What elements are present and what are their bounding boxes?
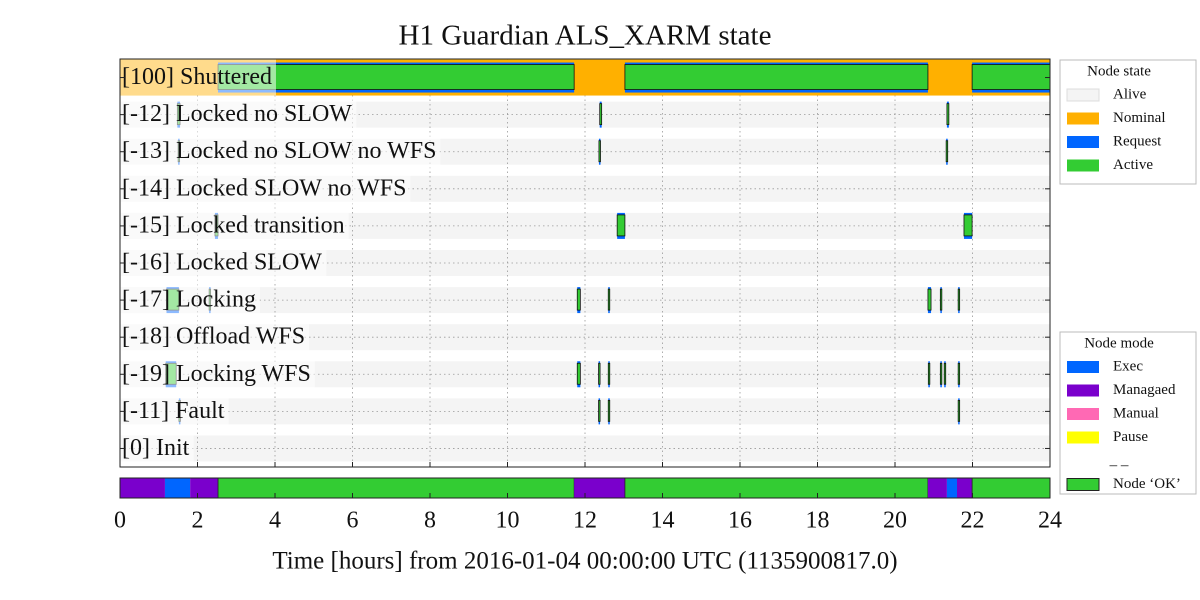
legend-swatch <box>1067 159 1099 172</box>
active-bar <box>943 362 947 385</box>
active-bar <box>927 362 931 385</box>
chart-title: H1 Guardian ALS_XARM state <box>399 20 772 52</box>
row-label: [-11] Fault <box>122 398 225 424</box>
x-tick-label: 2 <box>192 508 204 534</box>
active-bar <box>957 399 961 422</box>
row-label: [0] Init <box>122 435 190 461</box>
x-tick-label: 20 <box>883 508 907 534</box>
active-bar <box>576 362 581 385</box>
legend-label: Node ‘OK’ <box>1113 476 1181 492</box>
active-bar <box>598 140 601 163</box>
active-bar <box>607 288 611 311</box>
x-tick-label: 4 <box>269 508 281 534</box>
legend-swatch <box>1067 361 1099 373</box>
x-tick-label: 6 <box>347 508 359 534</box>
active-bar <box>957 288 961 311</box>
active-bar <box>939 362 943 385</box>
label-background <box>120 393 229 430</box>
mode-segment <box>190 478 219 498</box>
label-background <box>120 170 411 207</box>
row-label: [-19] Locking WFS <box>122 361 311 387</box>
row-label: [-12] Locked no SLOW <box>122 101 352 127</box>
x-tick-label: 18 <box>806 508 830 534</box>
active-bar <box>957 362 961 385</box>
mode-segment <box>624 477 929 499</box>
x-tick-label: 22 <box>961 508 985 534</box>
row-label: [-17] Locking <box>122 287 256 313</box>
x-tick-label: 10 <box>496 508 520 534</box>
x-tick-label: 14 <box>651 508 675 534</box>
legend-label: Active <box>1113 157 1153 173</box>
legend-label: Managaed <box>1113 382 1176 398</box>
legend-title: Node mode <box>1084 335 1154 351</box>
row-label: [-16] Locked SLOW <box>122 250 322 276</box>
legend-swatch <box>1066 88 1100 102</box>
label-background <box>120 207 349 244</box>
mode-segment <box>927 478 947 498</box>
legend-swatch <box>1067 384 1099 397</box>
active-bar <box>598 362 601 385</box>
legend-swatch <box>1067 112 1099 125</box>
x-axis-label: Time [hours] from 2016-01-04 00:00:00 UT… <box>272 548 897 575</box>
x-tick-label: 0 <box>114 508 126 534</box>
active-bar <box>607 362 611 385</box>
active-bar <box>939 288 943 311</box>
legend-swatch <box>1067 136 1099 148</box>
label-background <box>120 356 315 393</box>
label-background <box>120 133 441 170</box>
label-background <box>120 282 260 319</box>
x-tick-label: 8 <box>424 508 436 534</box>
x-tick-label: 16 <box>728 508 752 534</box>
active-bar <box>927 288 932 311</box>
legend-label: _ _ <box>1109 452 1129 468</box>
mode-segment <box>971 477 1051 499</box>
active-bar <box>607 399 611 422</box>
legend-label: Exec <box>1113 358 1143 374</box>
x-tick-label: 12 <box>573 508 597 534</box>
mode-segment <box>120 478 165 498</box>
active-bar <box>217 64 575 90</box>
x-tick-label: 24 <box>1038 508 1062 534</box>
legend-label: Manual <box>1113 405 1159 421</box>
row-label: [-18] Offload WFS <box>122 324 305 350</box>
active-bar <box>616 214 626 237</box>
mode-segment <box>217 477 575 499</box>
mode-segment <box>946 478 957 498</box>
legend-swatch <box>1067 431 1099 444</box>
mode-segment <box>164 478 191 498</box>
legend-swatch <box>1067 408 1099 420</box>
mode-segment <box>957 478 973 498</box>
active-bar <box>963 214 973 237</box>
active-bar <box>598 399 601 422</box>
label-background <box>120 96 357 133</box>
active-bar <box>624 64 929 90</box>
label-background <box>120 430 194 467</box>
active-bar <box>946 103 950 126</box>
label-background <box>120 319 310 356</box>
active-bar <box>576 288 581 311</box>
row-label: [100] Shuttered <box>122 64 272 90</box>
active-bar <box>945 140 949 163</box>
row-label: [-15] Locked transition <box>122 212 345 238</box>
legend-label: Pause <box>1113 429 1148 445</box>
row-label: [-13] Locked no SLOW no WFS <box>122 138 436 164</box>
label-background <box>120 245 327 281</box>
legend-title: Node state <box>1087 63 1151 79</box>
legend-label: Request <box>1113 133 1162 149</box>
legend-swatch <box>1066 478 1100 491</box>
legend-label: Nominal <box>1113 110 1166 126</box>
label-background <box>120 59 276 96</box>
active-bar <box>971 64 1051 90</box>
active-bar <box>599 103 603 126</box>
mode-segment <box>574 478 625 498</box>
legend-label: Alive <box>1113 86 1147 102</box>
row-label: [-14] Locked SLOW no WFS <box>122 175 406 201</box>
